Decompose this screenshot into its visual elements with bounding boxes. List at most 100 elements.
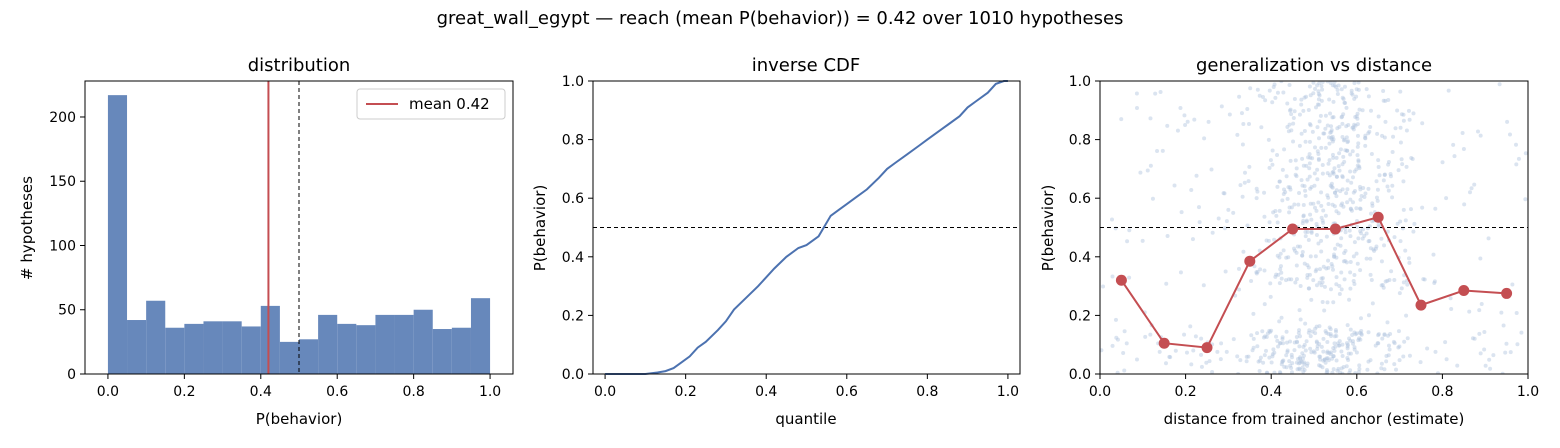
scatter-point (1342, 84, 1347, 89)
scatter-point (1227, 112, 1232, 117)
scatter-point (1386, 343, 1391, 348)
scatter-point (1336, 164, 1341, 169)
scatter-point (1262, 190, 1267, 195)
scatter-point (1386, 162, 1391, 167)
scatter-point (1433, 349, 1438, 354)
scatter-point (1405, 282, 1410, 287)
scatter-point (1277, 341, 1282, 346)
scatter-point (1344, 148, 1349, 153)
scatter-point (1306, 330, 1311, 335)
scatter-point (1362, 194, 1367, 199)
scatter-point (1297, 308, 1302, 313)
scatter-point (1335, 87, 1340, 92)
scatter-point (1190, 237, 1195, 242)
scatter-point (1393, 126, 1398, 131)
scatter-point (1165, 123, 1170, 128)
scatter-point (1386, 188, 1391, 193)
scatter-point (1385, 184, 1390, 189)
scatter-point (1248, 86, 1253, 91)
scatter-point (1368, 358, 1373, 363)
scatter-point (1388, 171, 1393, 176)
distribution-xlabel: P(behavior) (256, 410, 343, 428)
scatter-point (1394, 367, 1399, 372)
scatter-point (1339, 203, 1344, 208)
scatter-point (1302, 184, 1307, 189)
scatter-point (1314, 340, 1319, 345)
scatter-point (1352, 189, 1357, 194)
scatter-point (1487, 357, 1492, 362)
scatter-point (1237, 94, 1242, 99)
scatter-point (1348, 152, 1353, 157)
scatter-point (1281, 358, 1286, 363)
scatter-point (1113, 317, 1118, 322)
generalization-ytick-label: 0.4 (1069, 250, 1091, 266)
scatter-point (1263, 334, 1268, 339)
scatter-point (1339, 270, 1344, 275)
scatter-point (1319, 276, 1324, 281)
scatter-point (1389, 269, 1394, 274)
generalization-ytick-label: 0.6 (1069, 191, 1091, 207)
scatter-point (1379, 283, 1384, 288)
scatter-point (1387, 347, 1392, 352)
scatter-point (1289, 205, 1294, 210)
scatter-point (1305, 361, 1310, 366)
scatter-point (1269, 360, 1274, 365)
scatter-point (1315, 344, 1320, 349)
scatter-point (1504, 341, 1509, 346)
scatter-point (1305, 230, 1310, 235)
scatter-point (1305, 363, 1310, 368)
scatter-point (1341, 204, 1346, 209)
scatter-point (1280, 335, 1285, 340)
scatter-point (1307, 174, 1312, 179)
scatter-point (1357, 164, 1362, 169)
scatter-point (1332, 348, 1337, 353)
scatter-point (1347, 297, 1352, 302)
inverse-cdf-xtick-label: 0.8 (916, 384, 938, 400)
scatter-point (1300, 365, 1305, 370)
scatter-point (1500, 371, 1505, 374)
scatter-point (1348, 327, 1353, 332)
scatter-point (1309, 229, 1314, 234)
scatter-point (1330, 264, 1335, 269)
scatter-point (1249, 333, 1254, 338)
scatter-point (1297, 191, 1302, 196)
inverse-cdf-ytick-label: 0.8 (562, 133, 584, 149)
scatter-point (1287, 108, 1292, 113)
scatter-point (1360, 108, 1365, 113)
scatter-point (1262, 353, 1267, 358)
scatter-point (1359, 329, 1364, 334)
scatter-point (1329, 333, 1334, 338)
scatter-point (1308, 123, 1313, 128)
scatter-point (1381, 98, 1386, 103)
scatter-point (1286, 129, 1291, 134)
scatter-point (1292, 246, 1297, 251)
scatter-point (1292, 340, 1297, 345)
scatter-point (1455, 363, 1460, 368)
histogram-bar (107, 95, 128, 375)
scatter-point (1320, 365, 1325, 370)
scatter-point (1411, 111, 1416, 116)
scatter-point (1309, 297, 1314, 302)
scatter-point (1246, 179, 1251, 184)
scatter-point (1178, 106, 1183, 111)
scatter-point (1110, 343, 1115, 348)
scatter-point (1327, 158, 1332, 163)
scatter-point (1345, 178, 1350, 183)
scatter-point (1412, 221, 1417, 226)
scatter-point (1344, 124, 1349, 129)
scatter-point (1273, 274, 1278, 279)
scatter-point (1296, 202, 1301, 207)
scatter-point (1332, 254, 1337, 259)
scatter-point (1397, 358, 1402, 363)
scatter-point (1332, 83, 1337, 88)
scatter-point (1297, 328, 1302, 333)
scatter-point (1283, 190, 1288, 195)
scatter-point (1346, 123, 1351, 128)
scatter-point (1298, 355, 1303, 360)
scatter-point (1165, 233, 1170, 238)
scatter-point (1386, 97, 1391, 102)
scatter-point (1277, 208, 1282, 213)
scatter-point (1204, 360, 1209, 365)
scatter-point (1401, 112, 1406, 117)
scatter-point (1354, 87, 1359, 92)
